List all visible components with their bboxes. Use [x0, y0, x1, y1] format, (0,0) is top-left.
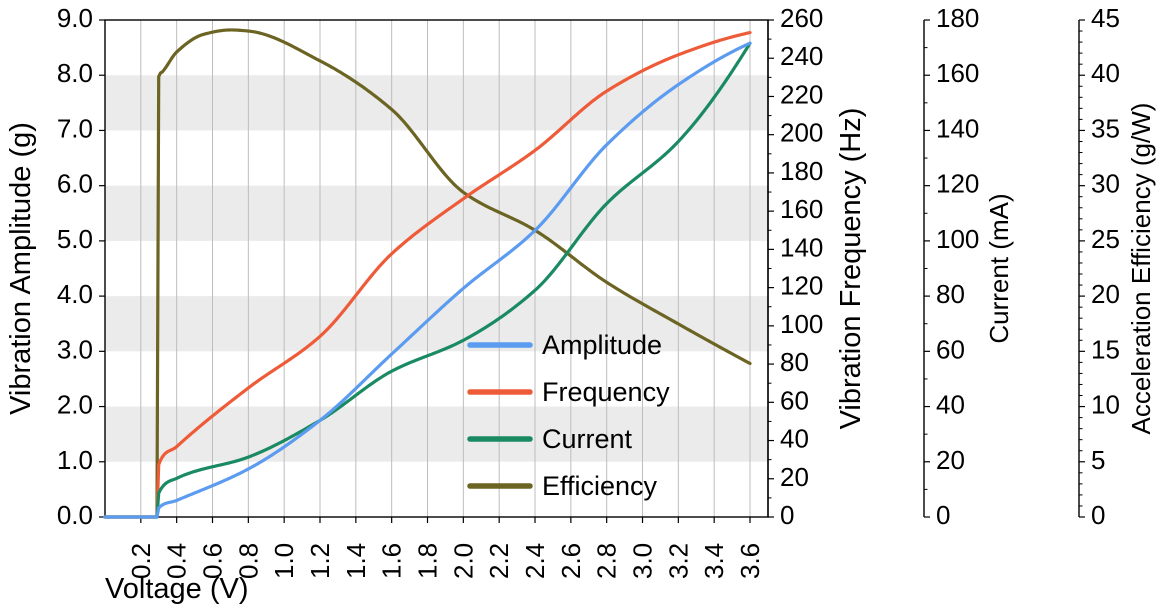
svg-text:6.0: 6.0	[57, 169, 93, 199]
svg-text:40: 40	[936, 390, 965, 420]
svg-text:2.6: 2.6	[556, 543, 586, 579]
svg-text:1.8: 1.8	[413, 543, 443, 579]
svg-text:220: 220	[780, 79, 823, 109]
svg-text:4.0: 4.0	[57, 279, 93, 309]
svg-text:60: 60	[936, 334, 965, 364]
svg-text:0: 0	[936, 500, 950, 530]
svg-text:2.2: 2.2	[484, 543, 514, 579]
svg-text:180: 180	[936, 3, 979, 33]
svg-text:1.0: 1.0	[57, 445, 93, 475]
svg-text:5.0: 5.0	[57, 224, 93, 254]
svg-text:Vibration Frequency (Hz): Vibration Frequency (Hz)	[835, 108, 867, 430]
svg-text:1.2: 1.2	[305, 543, 335, 579]
svg-text:3.0: 3.0	[628, 543, 658, 579]
svg-text:9.0: 9.0	[57, 3, 93, 33]
svg-text:3.0: 3.0	[57, 334, 93, 364]
svg-text:5: 5	[1091, 445, 1105, 475]
svg-text:80: 80	[936, 279, 965, 309]
svg-text:140: 140	[936, 113, 979, 143]
svg-text:45: 45	[1091, 3, 1120, 33]
svg-text:8.0: 8.0	[57, 58, 93, 88]
svg-text:3.4: 3.4	[699, 543, 729, 579]
svg-text:160: 160	[936, 58, 979, 88]
svg-text:Amplitude: Amplitude	[542, 330, 662, 360]
svg-text:1.0: 1.0	[269, 543, 299, 579]
svg-text:100: 100	[780, 309, 823, 339]
svg-text:20: 20	[780, 462, 809, 492]
svg-text:180: 180	[780, 156, 823, 186]
svg-text:20: 20	[1091, 279, 1120, 309]
svg-text:1.4: 1.4	[341, 543, 371, 579]
svg-text:120: 120	[936, 169, 979, 199]
svg-text:0.0: 0.0	[57, 500, 93, 530]
svg-text:200: 200	[780, 118, 823, 148]
svg-text:7.0: 7.0	[57, 113, 93, 143]
svg-text:Current: Current	[542, 424, 633, 454]
svg-text:35: 35	[1091, 113, 1120, 143]
svg-text:0: 0	[780, 500, 794, 530]
svg-text:3.2: 3.2	[663, 543, 693, 579]
svg-text:Acceleration Efficiency (g/W): Acceleration Efficiency (g/W)	[1126, 103, 1156, 435]
svg-text:30: 30	[1091, 169, 1120, 199]
svg-text:2.0: 2.0	[448, 543, 478, 579]
svg-text:10: 10	[1091, 390, 1120, 420]
svg-text:100: 100	[936, 224, 979, 254]
svg-text:20: 20	[936, 445, 965, 475]
svg-text:120: 120	[780, 271, 823, 301]
svg-text:Voltage (V): Voltage (V)	[105, 573, 248, 605]
svg-text:0: 0	[1091, 500, 1105, 530]
svg-text:25: 25	[1091, 224, 1120, 254]
svg-text:2.8: 2.8	[592, 543, 622, 579]
svg-text:3.6: 3.6	[735, 543, 765, 579]
svg-text:Vibration Amplitude (g): Vibration Amplitude (g)	[5, 122, 37, 415]
svg-text:2.4: 2.4	[520, 543, 550, 579]
svg-text:Efficiency: Efficiency	[542, 471, 658, 501]
svg-text:240: 240	[780, 41, 823, 71]
svg-text:Frequency: Frequency	[542, 377, 670, 407]
svg-text:2.0: 2.0	[57, 390, 93, 420]
svg-text:80: 80	[780, 347, 809, 377]
svg-text:40: 40	[1091, 58, 1120, 88]
svg-text:15: 15	[1091, 334, 1120, 364]
svg-text:140: 140	[780, 232, 823, 262]
svg-text:40: 40	[780, 424, 809, 454]
svg-text:60: 60	[780, 385, 809, 415]
svg-text:160: 160	[780, 194, 823, 224]
svg-text:1.6: 1.6	[377, 543, 407, 579]
svg-text:260: 260	[780, 3, 823, 33]
svg-text:Current (mA): Current (mA)	[984, 193, 1014, 343]
